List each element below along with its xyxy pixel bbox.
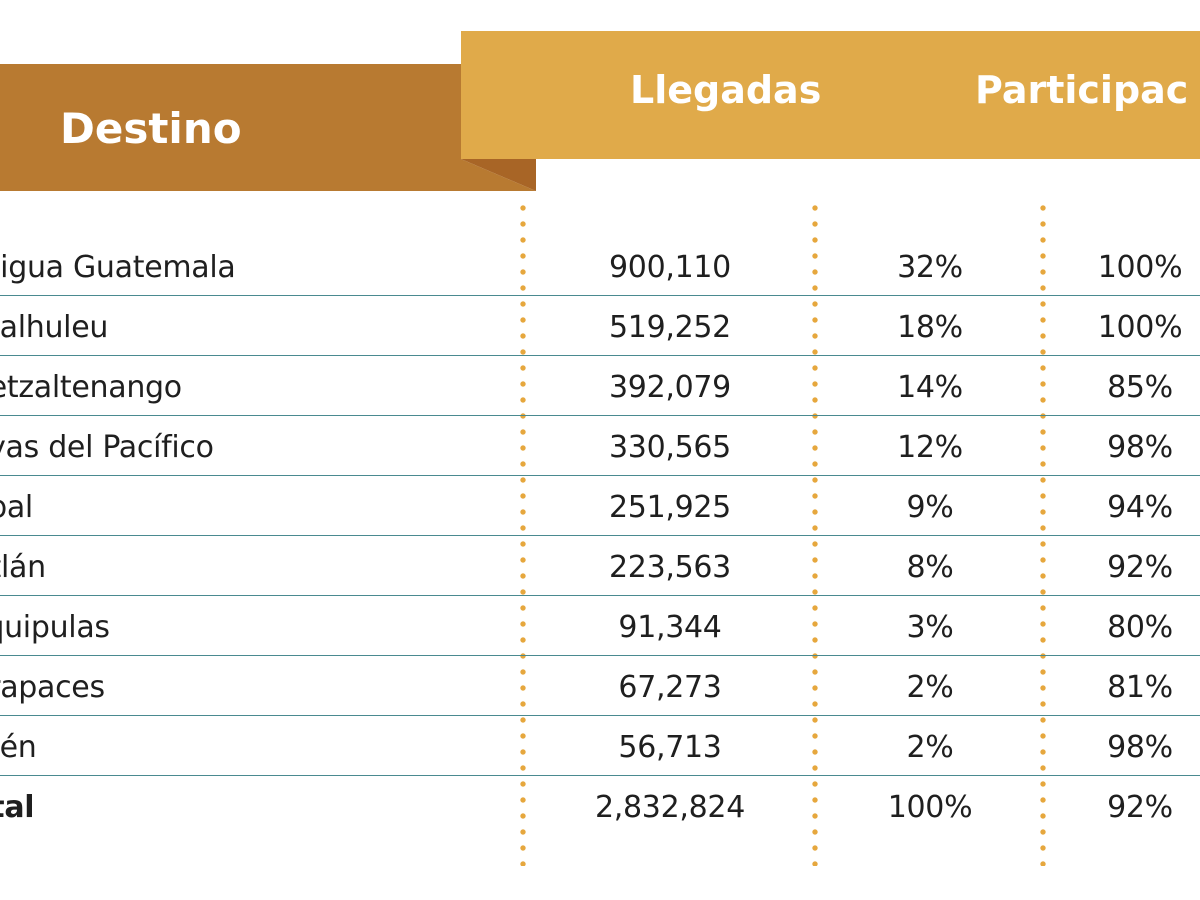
cell-total-porcentaje: 92% (1107, 790, 1173, 825)
table-row: ntigua Guatemala 900,110 32% 100% (0, 236, 1200, 296)
column-header-participacion: Participac (975, 68, 1189, 112)
cell-participacion: 2% (906, 730, 954, 765)
cell-llegadas: 56,713 (618, 730, 722, 765)
cell-destino: etén (0, 730, 37, 765)
header-band-brown (0, 64, 461, 191)
cell-participacion: 12% (897, 430, 963, 465)
cell-llegadas: 330,565 (609, 430, 731, 465)
cell-llegadas: 900,110 (609, 250, 731, 285)
cell-porcentaje: 94% (1107, 490, 1173, 525)
cell-destino: ntigua Guatemala (0, 250, 236, 285)
header-band-gold (461, 31, 1200, 159)
cell-llegadas: 91,344 (618, 610, 722, 645)
column-header-destino: Destino (60, 104, 242, 153)
cell-destino: etalhuleu (0, 310, 109, 345)
table-row: titlán 223,563 8% 92% (0, 536, 1200, 596)
data-table: ntigua Guatemala 900,110 32% 100% etalhu… (0, 236, 1200, 836)
cell-total-participacion: 100% (887, 790, 973, 825)
cell-llegadas: 251,925 (609, 490, 731, 525)
cell-porcentaje: 81% (1107, 670, 1173, 705)
cell-participacion: 14% (897, 370, 963, 405)
cell-llegadas: 67,273 (618, 670, 722, 705)
cell-porcentaje: 98% (1107, 730, 1173, 765)
cell-total-label: otal (0, 790, 35, 825)
dotted-separator-3 (1040, 200, 1046, 866)
table-row: abal 251,925 9% 94% (0, 476, 1200, 536)
cell-destino: squipulas (0, 610, 110, 645)
cell-porcentaje: 80% (1107, 610, 1173, 645)
cell-porcentaje: 92% (1107, 550, 1173, 585)
dotted-separator-1 (520, 200, 526, 866)
table-row: ayas del Pacífico 330,565 12% 98% (0, 416, 1200, 476)
cell-destino: uetzaltenango (0, 370, 182, 405)
table-row: uetzaltenango 392,079 14% 85% (0, 356, 1200, 416)
cell-participacion: 9% (906, 490, 954, 525)
table-row: squipulas 91,344 3% 80% (0, 596, 1200, 656)
cell-participacion: 3% (906, 610, 954, 645)
cell-total-llegadas: 2,832,824 (595, 790, 745, 825)
cell-participacion: 2% (906, 670, 954, 705)
table-row: etén 56,713 2% 98% (0, 716, 1200, 776)
cell-llegadas: 519,252 (609, 310, 731, 345)
cell-porcentaje: 85% (1107, 370, 1173, 405)
cell-porcentaje: 98% (1107, 430, 1173, 465)
cell-destino: abal (0, 490, 33, 525)
cell-destino: erapaces (0, 670, 105, 705)
cell-participacion: 8% (906, 550, 954, 585)
column-header-llegadas: Llegadas (630, 68, 822, 112)
cell-destino: ayas del Pacífico (0, 430, 214, 465)
cell-porcentaje: 100% (1097, 250, 1183, 285)
cell-llegadas: 392,079 (609, 370, 731, 405)
cell-llegadas: 223,563 (609, 550, 731, 585)
cell-participacion: 18% (897, 310, 963, 345)
dotted-separator-2 (812, 200, 818, 866)
table-row-total: otal 2,832,824 100% 92% (0, 776, 1200, 836)
cell-destino: titlán (0, 550, 46, 585)
table-row: etalhuleu 519,252 18% 100% (0, 296, 1200, 356)
table-row: erapaces 67,273 2% 81% (0, 656, 1200, 716)
cell-porcentaje: 100% (1097, 310, 1183, 345)
cell-participacion: 32% (897, 250, 963, 285)
